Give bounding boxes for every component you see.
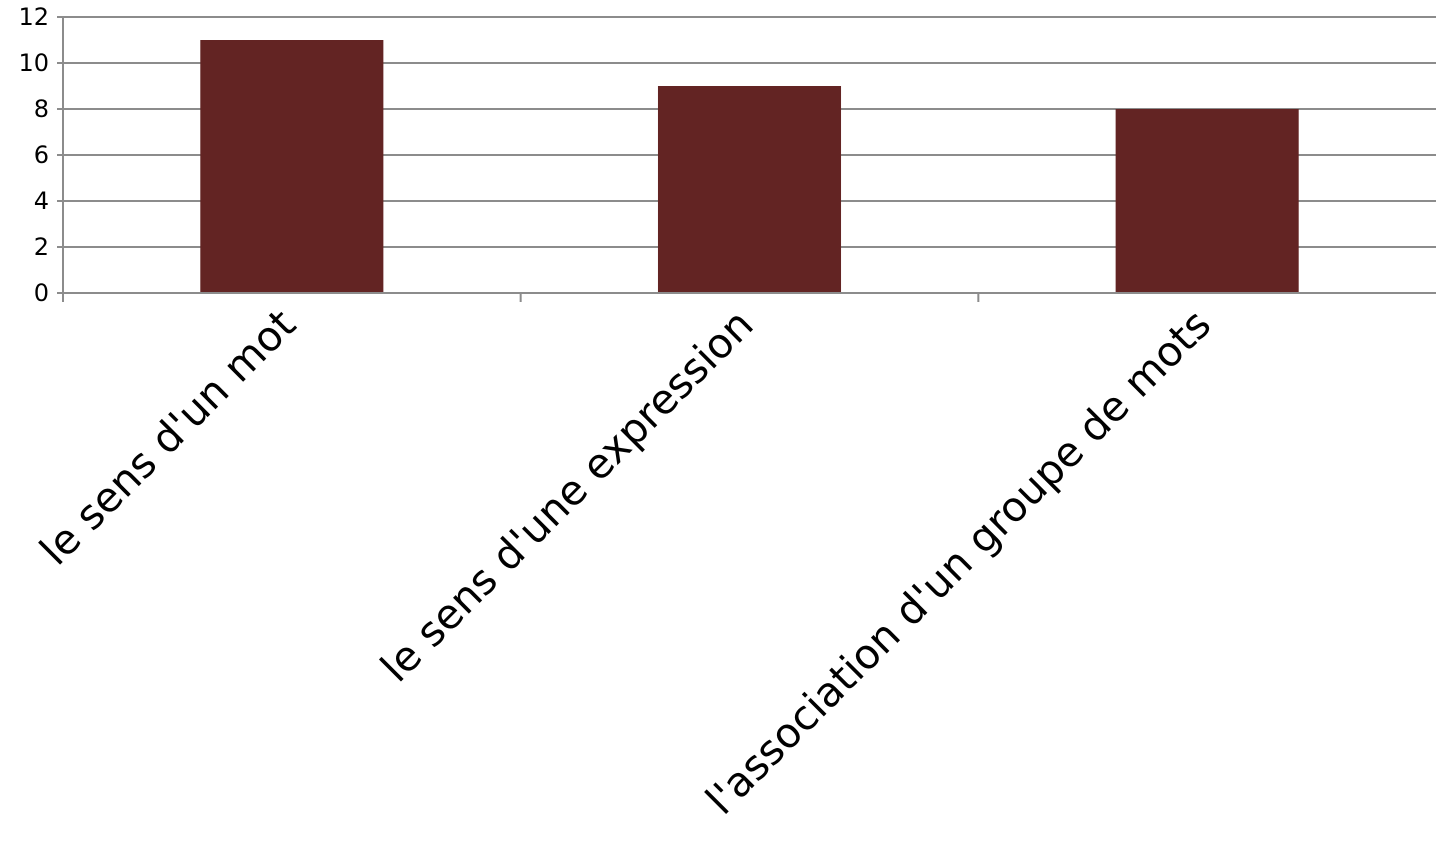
x-category-label: l'association d'un groupe de mots — [697, 300, 1221, 824]
y-tick-label: 12 — [18, 3, 49, 31]
y-tick-label: 0 — [34, 279, 49, 307]
bars — [200, 40, 1299, 293]
bar-1 — [200, 40, 384, 293]
bar-3 — [1115, 109, 1299, 293]
y-tick-label: 4 — [34, 187, 49, 215]
axes — [57, 16, 1436, 302]
y-tick-label: 6 — [34, 141, 49, 169]
x-category-label: le sens d'une expression — [371, 300, 762, 691]
bar-2 — [657, 86, 842, 293]
y-tick-label: 2 — [34, 233, 49, 261]
y-tick-label: 8 — [34, 95, 49, 123]
x-axis-category-labels: le sens d'un mot le sens d'une expression… — [31, 300, 1221, 824]
y-tick-label: 10 — [18, 49, 49, 77]
x-category-label: le sens d'un mot — [31, 300, 305, 574]
y-axis-tick-labels: 0 2 4 6 8 10 12 — [18, 3, 49, 307]
